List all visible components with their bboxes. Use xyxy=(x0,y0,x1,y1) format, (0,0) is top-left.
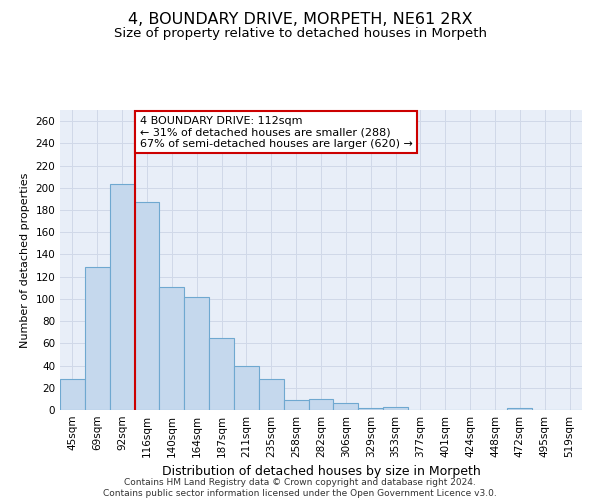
Bar xyxy=(383,406,408,410)
Bar xyxy=(209,338,234,410)
Text: 4 BOUNDARY DRIVE: 112sqm
← 31% of detached houses are smaller (288)
67% of semi-: 4 BOUNDARY DRIVE: 112sqm ← 31% of detach… xyxy=(140,116,412,149)
X-axis label: Distribution of detached houses by size in Morpeth: Distribution of detached houses by size … xyxy=(161,466,481,478)
Text: Size of property relative to detached houses in Morpeth: Size of property relative to detached ho… xyxy=(113,28,487,40)
Bar xyxy=(284,400,308,410)
Bar xyxy=(184,296,209,410)
Bar xyxy=(334,404,358,410)
Bar xyxy=(358,408,383,410)
Bar xyxy=(160,286,184,410)
Y-axis label: Number of detached properties: Number of detached properties xyxy=(20,172,30,348)
Text: 4, BOUNDARY DRIVE, MORPETH, NE61 2RX: 4, BOUNDARY DRIVE, MORPETH, NE61 2RX xyxy=(128,12,472,28)
Bar xyxy=(110,184,134,410)
Bar xyxy=(234,366,259,410)
Bar xyxy=(85,266,110,410)
Bar xyxy=(134,202,160,410)
Text: Contains HM Land Registry data © Crown copyright and database right 2024.
Contai: Contains HM Land Registry data © Crown c… xyxy=(103,478,497,498)
Bar xyxy=(259,379,284,410)
Bar xyxy=(308,399,334,410)
Bar xyxy=(508,408,532,410)
Bar xyxy=(60,379,85,410)
